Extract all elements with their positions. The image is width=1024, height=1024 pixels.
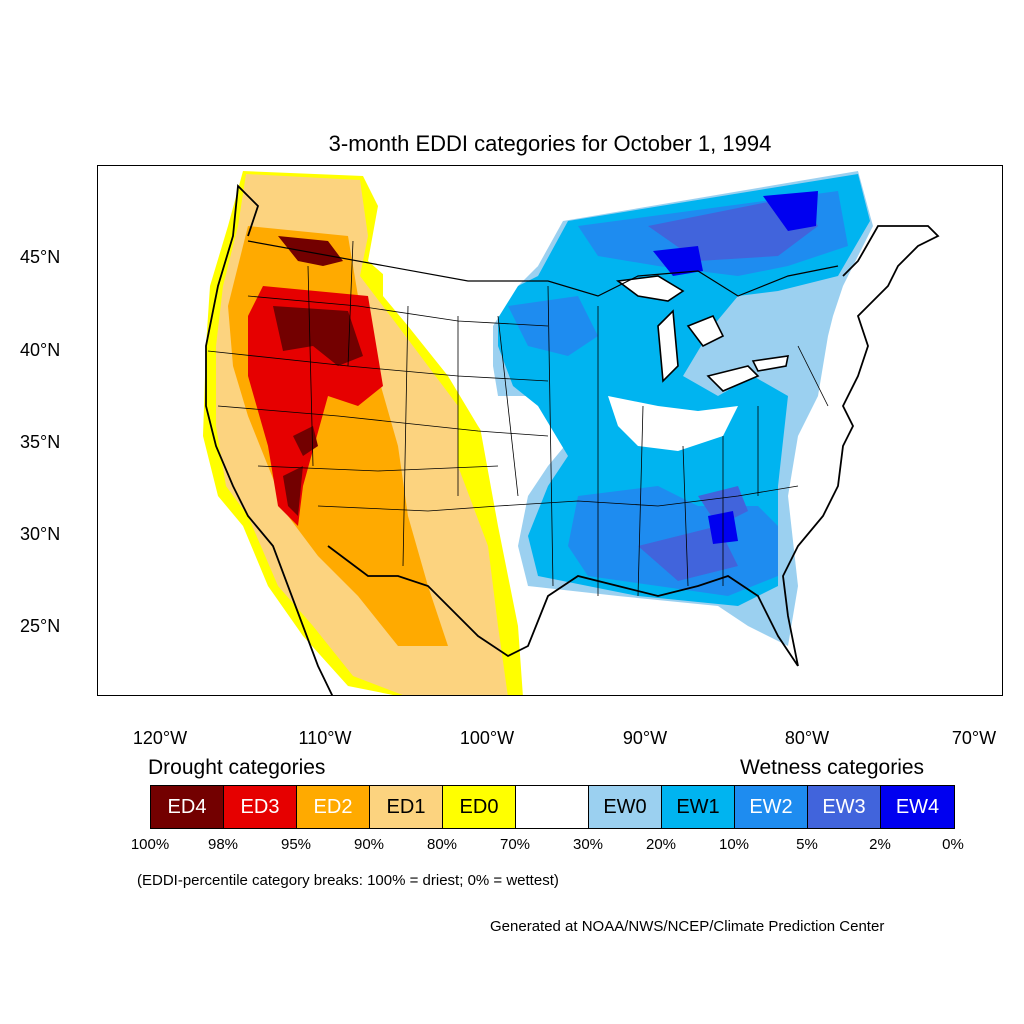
neutral-region-plains (383, 261, 548, 496)
country-outline (205, 184, 940, 695)
ew4-region (653, 191, 818, 544)
lat-label-45: 45°N (20, 247, 61, 267)
legend-box-ed1: ED1 (370, 786, 443, 828)
legend-box-ew4: EW4 (881, 786, 954, 828)
map-title: 3-month EDDI categories for October 1, 1… (328, 131, 772, 156)
great-lakes (615, 275, 790, 392)
map-panel (97, 165, 1003, 696)
lon-label-90: 90°W (622, 728, 668, 748)
eddi-map (203, 171, 940, 695)
lon-label-100: 100°W (459, 728, 515, 748)
break-label: 90% (353, 836, 385, 853)
category-break-note: (EDDI-percentile category breaks: 100% =… (137, 872, 559, 889)
break-label: 30% (572, 836, 604, 853)
legend-box-ew1: EW1 (662, 786, 735, 828)
break-label: 98% (207, 836, 239, 853)
legend-box-ed2: ED2 (297, 786, 370, 828)
lon-label-120: 120°W (132, 728, 188, 748)
legend-box-ew3: EW3 (808, 786, 881, 828)
credit-line: Generated at NOAA/NWS/NCEP/Climate Predi… (490, 918, 885, 935)
category-legend: ED4 ED3 ED2 ED1 ED0 EW0 EW1 EW2 EW3 EW4 (150, 785, 955, 829)
wetness-categories-heading: Wetness categories (740, 756, 925, 779)
lon-label-110: 110°W (298, 728, 352, 748)
legend-box-ed4: ED4 (151, 786, 224, 828)
legend-box-ew0: EW0 (589, 786, 662, 828)
neutral-region-ohio (608, 396, 738, 451)
legend-box-ed3: ED3 (224, 786, 297, 828)
lat-label-30: 30°N (20, 524, 61, 544)
break-label: 100% (130, 836, 170, 853)
drought-categories-heading: Drought categories (148, 756, 326, 779)
break-label: 95% (280, 836, 312, 853)
break-label: 70% (499, 836, 531, 853)
legend-box-ew2: EW2 (735, 786, 808, 828)
break-label: 10% (718, 836, 750, 853)
lat-label-25: 25°N (20, 616, 61, 636)
legend-box-ed0: ED0 (443, 786, 516, 828)
lat-label-35: 35°N (20, 432, 61, 452)
canada-border (247, 240, 839, 297)
break-label: 5% (796, 836, 818, 853)
ew2-region (508, 191, 848, 596)
break-label: 0% (942, 836, 964, 853)
lon-label-80: 80°W (784, 728, 830, 748)
legend-box-neutral (516, 786, 589, 828)
break-label: 20% (645, 836, 677, 853)
break-label: 80% (426, 836, 458, 853)
state-lines (207, 240, 829, 597)
ew3-region (638, 196, 818, 581)
break-label: 2% (869, 836, 891, 853)
lat-label-40: 40°N (20, 340, 61, 360)
lon-label-70: 70°W (951, 728, 997, 748)
